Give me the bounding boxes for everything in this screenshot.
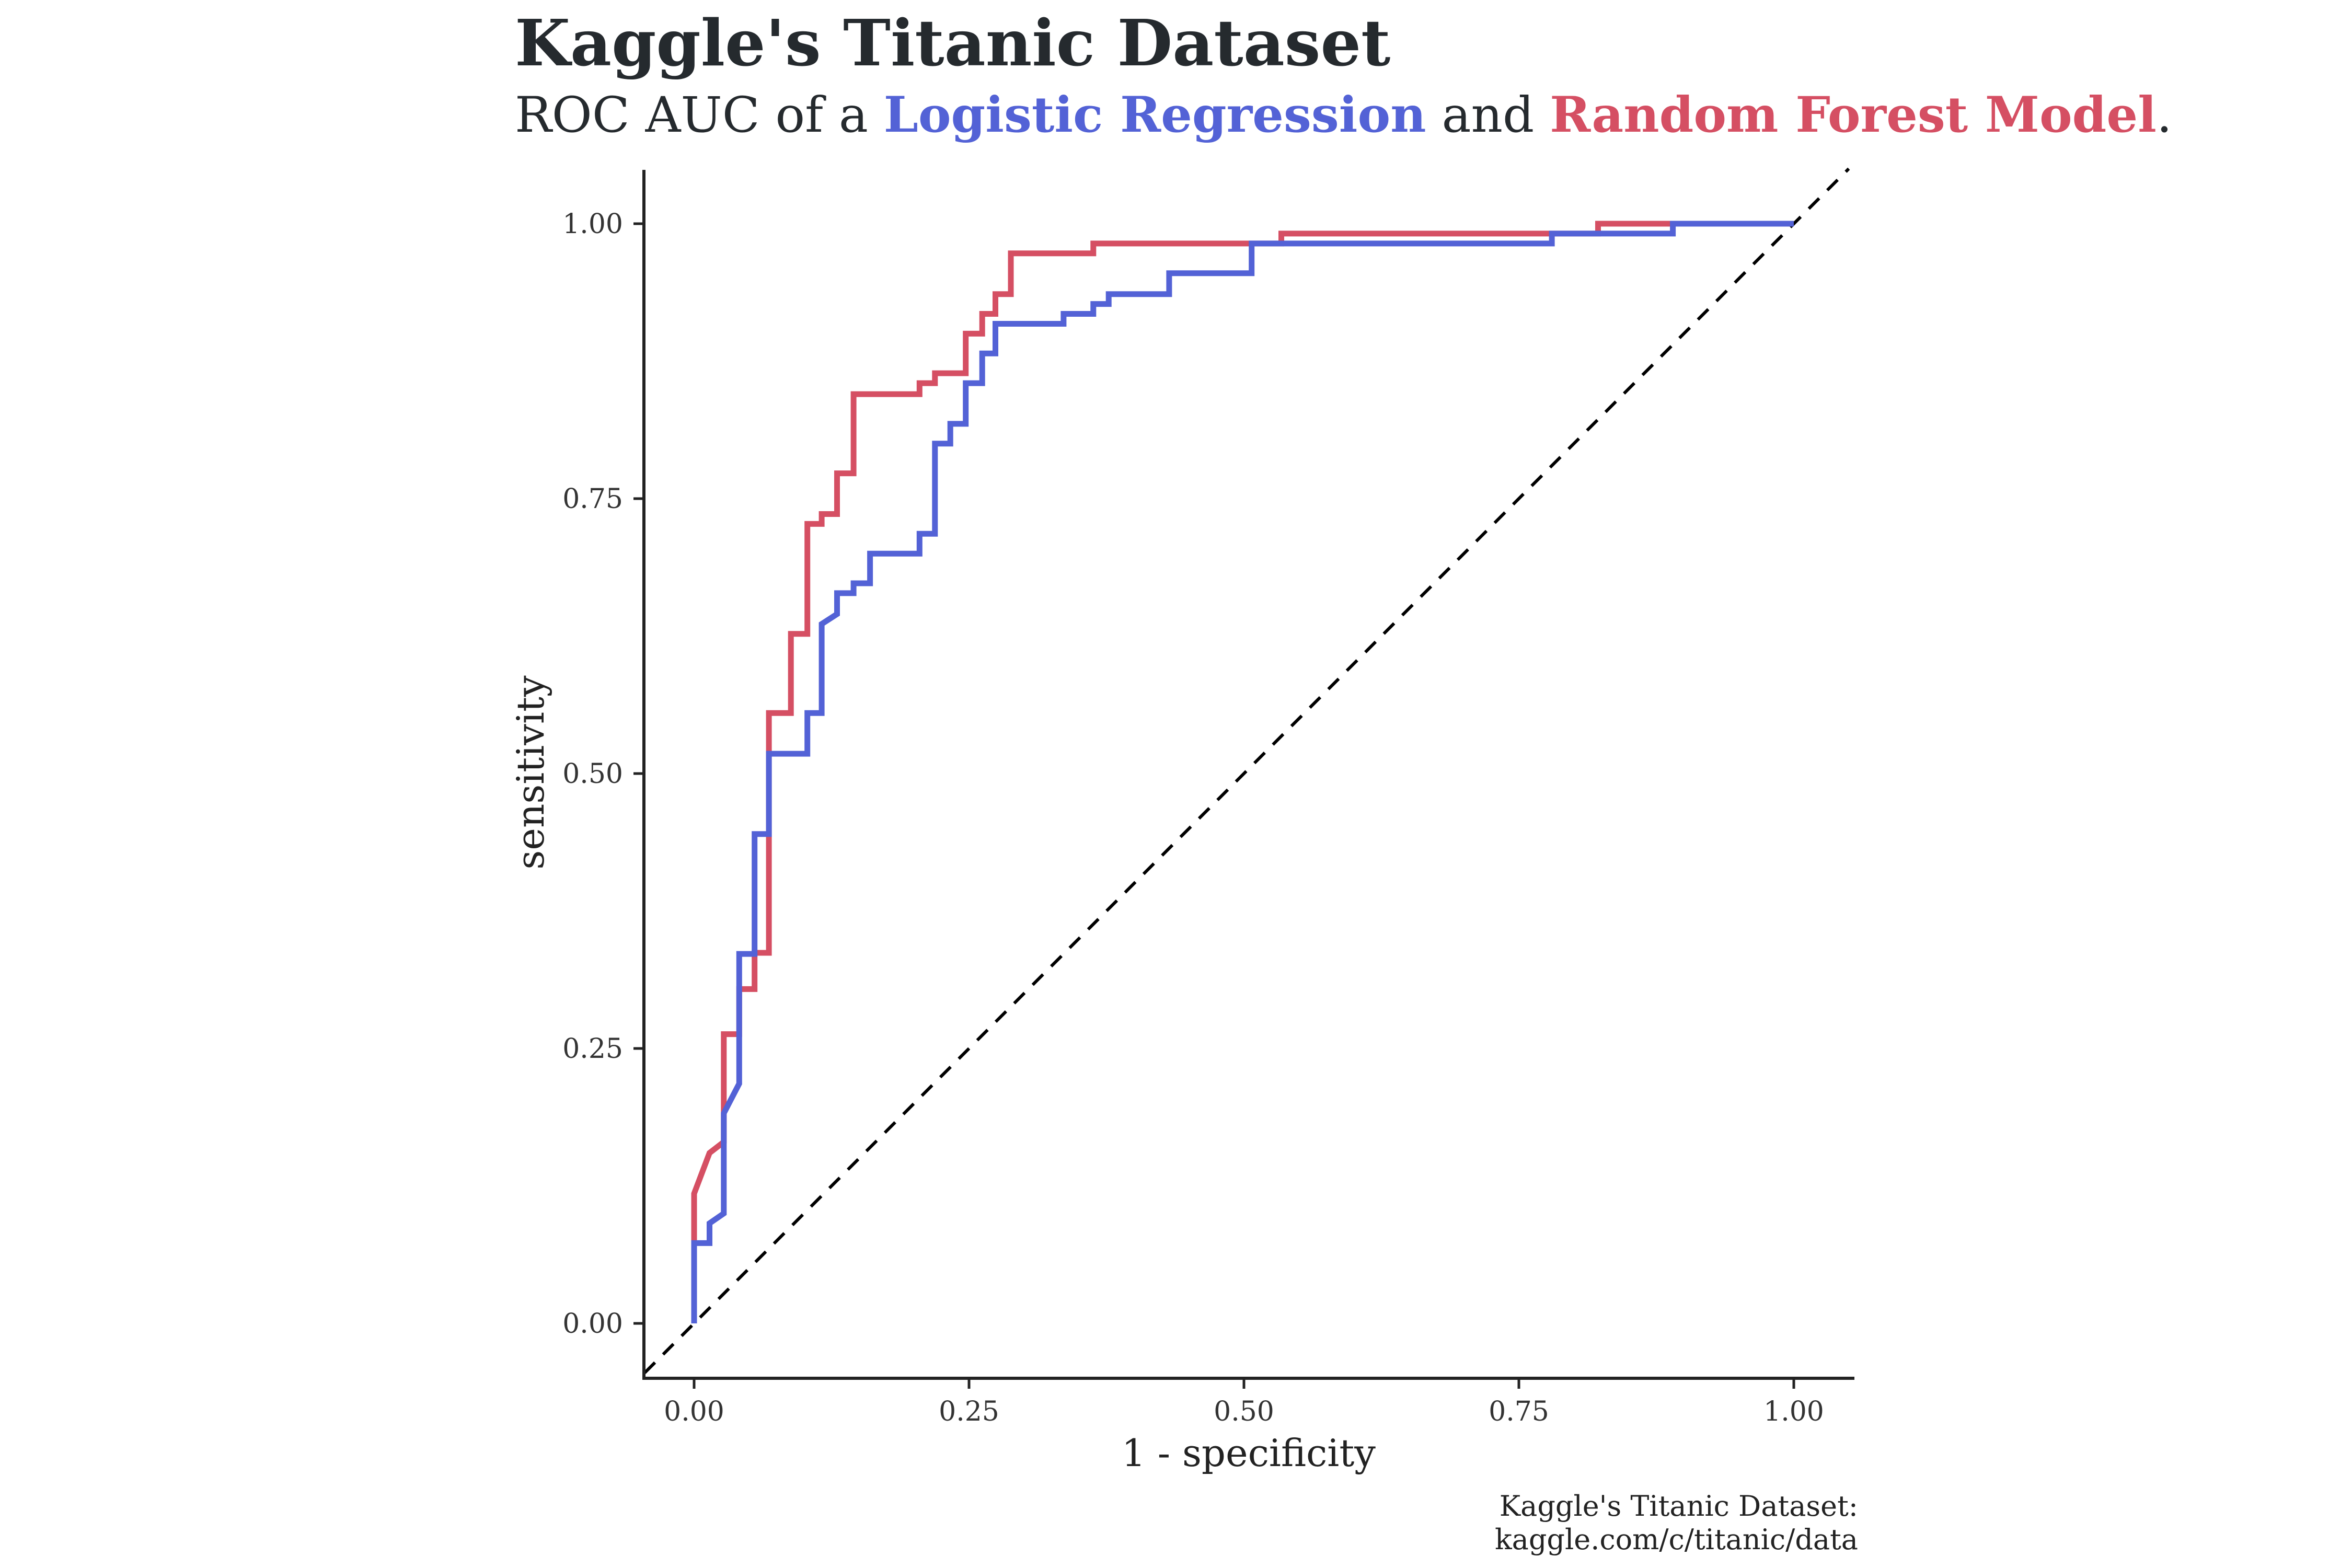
y-tick-label: 0.00 bbox=[562, 1308, 623, 1340]
x-tick-label: 0.25 bbox=[939, 1396, 999, 1427]
y-tick-label: 0.25 bbox=[562, 1033, 623, 1065]
caption-line-1: Kaggle's Titanic Dataset: bbox=[1499, 1490, 1858, 1523]
x-axis-ticks: 0.00 0.25 0.50 0.75 1.00 bbox=[664, 1378, 1824, 1427]
series-group bbox=[691, 221, 1794, 1323]
series-line-random-forest-model bbox=[691, 221, 1794, 1323]
chart-title: Kaggle's Titanic Dataset bbox=[515, 5, 1391, 80]
x-axis-title: 1 - specificity bbox=[1122, 1431, 1376, 1475]
caption: Kaggle's Titanic Dataset: kaggle.com/c/t… bbox=[1495, 1490, 1858, 1557]
chart-subtitle: ROC AUC of a Logistic Regression and Ran… bbox=[515, 86, 2172, 144]
subtitle-random-forest: Random Forest Model bbox=[1550, 86, 2157, 144]
diagonal-reference-line bbox=[643, 167, 1850, 1374]
subtitle-prefix: ROC AUC of a bbox=[515, 87, 868, 144]
caption-line-2: kaggle.com/c/titanic/data bbox=[1494, 1523, 1858, 1556]
axes: 0.00 0.25 0.50 0.75 1.00 0.00 0.25 0.50 0.75 1.0… bbox=[509, 170, 1854, 1475]
y-tick-label: 0.75 bbox=[562, 483, 623, 515]
y-tick-label: 1.00 bbox=[562, 209, 623, 240]
y-axis-title: sensitivity bbox=[509, 675, 552, 870]
y-axis-ticks: 0.00 0.25 0.50 0.75 1.00 bbox=[562, 209, 644, 1340]
x-tick-label: 0.50 bbox=[1214, 1396, 1274, 1427]
subtitle-suffix: . bbox=[2156, 87, 2172, 144]
x-tick-label: 1.00 bbox=[1763, 1396, 1824, 1427]
series-line-logistic-regression bbox=[691, 221, 1794, 1323]
y-tick-label: 0.50 bbox=[562, 758, 623, 790]
plot-area bbox=[643, 167, 1850, 1374]
subtitle-logistic-regression: Logistic Regression bbox=[883, 86, 1426, 144]
x-tick-label: 0.00 bbox=[664, 1396, 724, 1427]
x-tick-label: 0.75 bbox=[1489, 1396, 1549, 1427]
subtitle-middle: and bbox=[1442, 87, 1535, 144]
